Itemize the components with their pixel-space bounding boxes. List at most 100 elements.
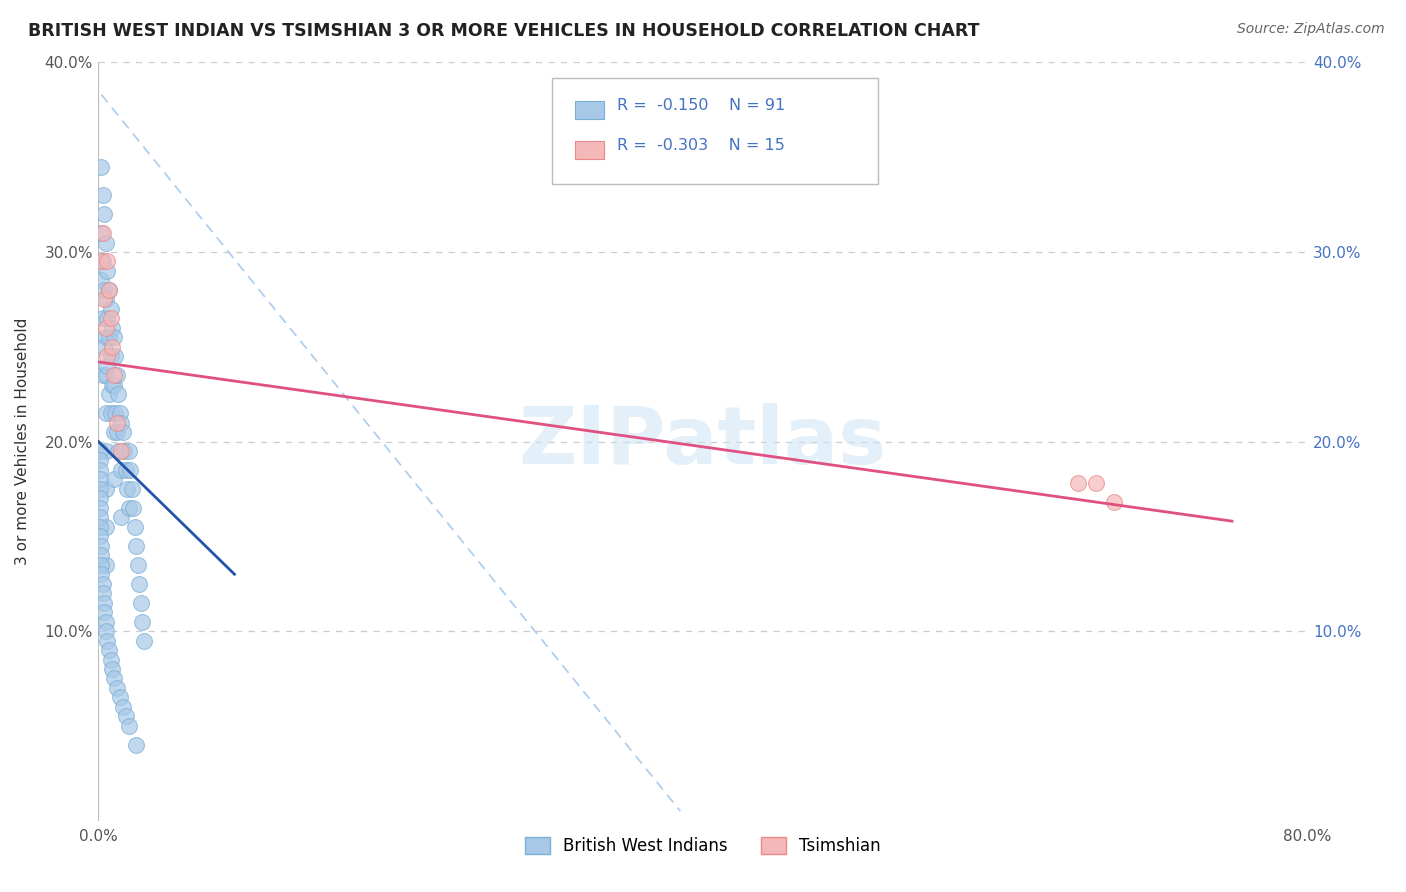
Point (131, 615, 153, 629)
Point (100, 406, 122, 420)
Point (94, 558, 117, 572)
Point (100, 349, 122, 363)
Point (96, 264, 118, 278)
Point (101, 377, 124, 392)
Point (107, 444, 129, 458)
Point (93, 340, 115, 354)
Point (122, 500, 145, 515)
Point (96, 311, 118, 326)
Point (101, 340, 124, 354)
Point (96, 359, 118, 373)
Point (112, 444, 135, 458)
Point (98, 283, 121, 297)
Point (98, 643, 121, 657)
Point (90, 273, 112, 287)
Point (111, 699, 134, 714)
Point (105, 425, 128, 439)
Point (127, 558, 149, 572)
Point (104, 406, 127, 420)
Point (89, 482, 111, 496)
Text: ZIPatlas: ZIPatlas (519, 402, 887, 481)
Point (125, 738, 148, 752)
Point (110, 463, 132, 477)
Point (90, 226, 112, 240)
Point (103, 377, 125, 392)
Point (114, 463, 136, 477)
Point (90, 548, 112, 563)
Point (94, 520, 117, 534)
Point (89, 444, 111, 458)
Point (100, 301, 122, 316)
Point (129, 596, 152, 610)
Point (115, 482, 138, 496)
Point (105, 368, 128, 383)
Point (1102, 495, 1125, 509)
Point (105, 681, 128, 695)
Point (110, 416, 132, 430)
Point (89, 529, 111, 543)
Point (90, 254, 112, 268)
Text: Source: ZipAtlas.com: Source: ZipAtlas.com (1237, 22, 1385, 37)
Point (89, 520, 111, 534)
Point (120, 463, 142, 477)
Point (94, 482, 117, 496)
Point (118, 719, 141, 733)
FancyBboxPatch shape (551, 78, 879, 184)
Point (98, 387, 121, 401)
Point (89, 491, 111, 506)
Point (103, 330, 125, 344)
Point (94, 444, 117, 458)
Point (108, 690, 131, 705)
Point (110, 444, 132, 458)
Point (98, 330, 121, 344)
Point (125, 539, 148, 553)
Point (94, 368, 117, 383)
Point (91, 576, 114, 591)
Point (94, 624, 117, 639)
Text: BRITISH WEST INDIAN VS TSIMSHIAN 3 OR MORE VEHICLES IN HOUSEHOLD CORRELATION CHA: BRITISH WEST INDIAN VS TSIMSHIAN 3 OR MO… (28, 22, 980, 40)
Point (91, 368, 114, 383)
Point (128, 576, 150, 591)
Point (90, 567, 112, 582)
Point (93, 596, 115, 610)
Point (107, 387, 129, 401)
Point (124, 520, 146, 534)
Point (89, 453, 111, 467)
Point (98, 283, 121, 297)
Point (132, 633, 155, 648)
Point (108, 406, 131, 420)
Point (94, 235, 117, 250)
Point (94, 320, 117, 334)
Point (105, 416, 128, 430)
Point (89, 510, 111, 524)
Point (91, 311, 114, 326)
Point (1085, 476, 1108, 491)
Point (101, 320, 124, 334)
Point (94, 615, 117, 629)
Point (89, 463, 111, 477)
Point (94, 406, 117, 420)
Point (90, 160, 112, 174)
Point (100, 652, 122, 666)
Point (94, 330, 117, 344)
FancyBboxPatch shape (575, 101, 603, 120)
Point (90, 539, 112, 553)
Point (93, 207, 115, 221)
Point (91, 226, 114, 240)
FancyBboxPatch shape (575, 141, 603, 159)
Legend: British West Indians, Tsimshian: British West Indians, Tsimshian (519, 830, 887, 862)
Point (111, 425, 134, 439)
Point (93, 605, 115, 619)
Point (91, 188, 114, 202)
Point (118, 500, 141, 515)
Y-axis label: 3 or more Vehicles in Household: 3 or more Vehicles in Household (15, 318, 31, 566)
Point (103, 368, 125, 383)
Point (93, 283, 115, 297)
Point (90, 558, 112, 572)
Point (89, 500, 111, 515)
Point (104, 349, 127, 363)
Point (103, 672, 125, 686)
Text: R =  -0.150    N = 91: R = -0.150 N = 91 (617, 98, 786, 113)
Point (101, 662, 124, 676)
Point (96, 254, 118, 268)
